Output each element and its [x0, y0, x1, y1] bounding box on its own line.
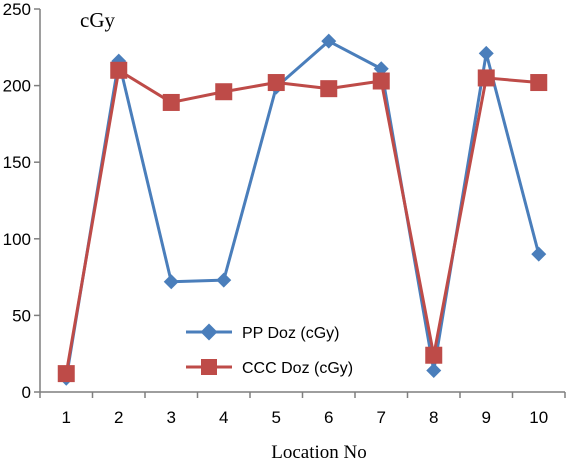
y-tick-label: 100	[3, 230, 31, 249]
legend-swatch-marker	[201, 359, 217, 375]
x-tick-label: 9	[482, 408, 491, 427]
data-point	[373, 61, 389, 77]
data-point	[531, 246, 547, 262]
y-tick-label: 50	[12, 306, 31, 325]
data-point	[478, 45, 494, 61]
data-point	[477, 69, 495, 87]
legend-swatch-marker	[200, 323, 218, 341]
series-line	[64, 68, 539, 374]
y-tick-label: 150	[3, 153, 31, 172]
legend-item-pp: PP Doz (cGy)	[186, 323, 340, 342]
data-point	[321, 33, 337, 49]
y-tick-label: 200	[3, 77, 31, 96]
y-axis-ticks: 0 50 100 150 200 250	[3, 0, 40, 402]
data-point	[530, 74, 548, 92]
x-tick-label: 6	[324, 408, 333, 427]
x-tick-label: 2	[114, 408, 123, 427]
x-tick-label: 1	[62, 408, 71, 427]
data-point	[216, 272, 232, 288]
y-tick-label: 0	[22, 383, 31, 402]
x-tick-label: 8	[429, 408, 438, 427]
data-point	[320, 80, 338, 98]
x-tick-label: 10	[529, 408, 548, 427]
x-axis-title: Location No	[271, 442, 367, 463]
x-tick-label: 5	[272, 408, 281, 427]
x-tick-label: 4	[219, 408, 228, 427]
data-point	[110, 61, 128, 79]
data-point	[163, 274, 179, 290]
x-tick-label: 7	[377, 408, 386, 427]
y-tick-label: 250	[3, 0, 31, 19]
data-point	[215, 83, 233, 101]
data-point	[57, 365, 75, 383]
data-point	[372, 72, 390, 90]
data-point	[426, 363, 442, 379]
legend-label-pp: PP Doz (cGy)	[242, 325, 340, 342]
legend-item-ccc: CCC Doz (cGy)	[186, 359, 353, 377]
legend-label-ccc: CCC Doz (cGy)	[242, 360, 353, 377]
x-axis-ticks: 1 2 3 4 5 6 7 8 9 10	[39, 392, 566, 427]
series-layer	[57, 33, 548, 386]
data-point	[162, 93, 180, 111]
series-ccc	[57, 61, 548, 383]
x-tick-label: 3	[167, 408, 176, 427]
legend: PP Doz (cGy) CCC Doz (cGy)	[186, 323, 353, 377]
data-point	[425, 346, 443, 364]
data-point	[267, 74, 285, 92]
unit-label: cGy	[80, 8, 115, 32]
